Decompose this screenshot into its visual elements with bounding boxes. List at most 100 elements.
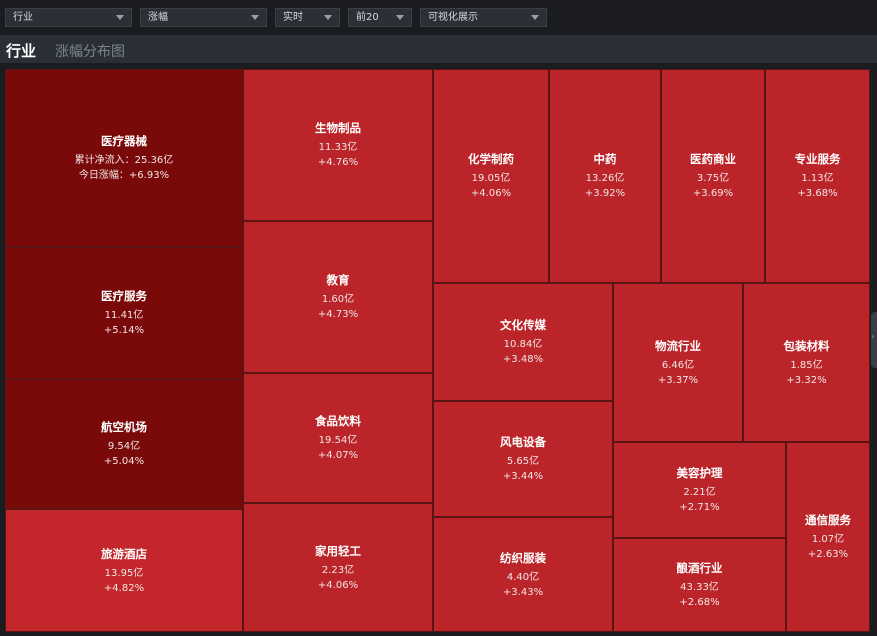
- cell-change: +3.48%: [502, 354, 544, 365]
- treemap-cell[interactable]: 航空机场 9.54亿 +5.04%: [5, 379, 243, 509]
- cell-change: +5.04%: [103, 456, 145, 467]
- cell-change: +4.73%: [317, 309, 359, 320]
- cell-name: 美容护理: [676, 466, 723, 480]
- category-select[interactable]: 行业: [5, 8, 132, 27]
- cell-name: 医疗服务: [101, 289, 147, 303]
- tab-bar: 行业 涨幅分布图: [0, 35, 877, 63]
- cell-inflow: 19.54亿: [318, 435, 358, 446]
- topn-select[interactable]: 前20: [348, 8, 412, 27]
- cell-change: +3.32%: [786, 374, 827, 386]
- cell-name: 纺织服装: [500, 550, 546, 565]
- cell-inflow: 1.07亿: [811, 534, 845, 545]
- cell-change: +2.71%: [679, 502, 720, 513]
- treemap-cell[interactable]: 旅游酒店 13.95亿 +4.82%: [5, 509, 243, 632]
- cell-inflow: 13.95亿: [104, 567, 144, 579]
- cell-inflow: 2.21亿: [683, 487, 716, 498]
- treemap-cell[interactable]: 教育 1.60亿 +4.73%: [243, 221, 433, 373]
- cell-inflow: 6.46亿: [661, 359, 695, 371]
- cell-inflow: 43.33亿: [680, 582, 719, 593]
- treemap-cell[interactable]: 酿酒行业 43.33亿 +2.68%: [613, 538, 786, 632]
- cell-inflow: 1.60亿: [321, 294, 355, 305]
- cell-name: 旅游酒店: [101, 546, 147, 561]
- treemap-cell[interactable]: 美容护理 2.21亿 +2.71%: [613, 442, 786, 538]
- cell-name: 化学制药: [468, 152, 514, 166]
- cell-name: 教育: [326, 273, 350, 287]
- tab-industry[interactable]: 行业: [6, 42, 37, 60]
- display-mode-select[interactable]: 可视化展示: [420, 8, 547, 27]
- cell-inflow: 9.54亿: [107, 441, 141, 452]
- cell-inflow: 5.65亿: [506, 456, 540, 467]
- treemap-cell[interactable]: 医药商业 3.75亿 +3.69%: [661, 69, 765, 283]
- treemap-cell[interactable]: 文化传媒 10.84亿 +3.48%: [433, 283, 613, 401]
- cell-inflow: 1.13亿: [801, 173, 834, 184]
- cell-change: +3.37%: [657, 374, 699, 386]
- cell-name: 航空机场: [101, 420, 147, 434]
- period-select[interactable]: 实时: [275, 8, 340, 27]
- cell-change: 今日涨幅：+6.93%: [78, 170, 170, 181]
- cell-name: 中药: [593, 152, 617, 166]
- category-select-value: 行业: [13, 12, 33, 23]
- cell-inflow: 13.26亿: [585, 173, 625, 184]
- treemap-cell[interactable]: 风电设备 5.65亿 +3.44%: [433, 401, 613, 517]
- cell-change: +4.76%: [317, 157, 359, 168]
- treemap-cell[interactable]: 纺织服装 4.40亿 +3.43%: [433, 517, 613, 632]
- cell-change: +4.07%: [317, 450, 359, 461]
- treemap-cell[interactable]: 化学制药 19.05亿 +4.06%: [433, 69, 549, 283]
- cell-name: 物流行业: [655, 338, 701, 353]
- topn-select-value: 前20: [356, 12, 379, 23]
- cell-name: 包装材料: [783, 338, 830, 353]
- cell-name: 医疗器械: [101, 134, 147, 148]
- cell-change: +3.68%: [797, 188, 838, 199]
- treemap-cell[interactable]: 物流行业 6.46亿 +3.37%: [613, 283, 743, 442]
- period-select-value: 实时: [283, 12, 303, 23]
- metric-select-value: 涨幅: [148, 12, 168, 23]
- cell-name: 生物制品: [315, 121, 361, 135]
- treemap-cell[interactable]: 生物制品 11.33亿 +4.76%: [243, 69, 433, 221]
- chevron-down-icon: [251, 15, 259, 20]
- treemap-cell-featured[interactable]: 医疗器械 累计净流入：25.36亿 今日涨幅：+6.93%: [5, 69, 243, 247]
- chevron-down-icon: [396, 15, 404, 20]
- treemap-cell[interactable]: 食品饮料 19.54亿 +4.07%: [243, 373, 433, 503]
- cell-name: 专业服务: [794, 152, 841, 166]
- cell-change: +5.14%: [103, 325, 145, 336]
- cell-change: +4.06%: [317, 579, 359, 591]
- cell-inflow: 4.40亿: [506, 571, 540, 583]
- cell-inflow: 19.05亿: [471, 173, 511, 184]
- treemap-cell[interactable]: 医疗服务 11.41亿 +5.14%: [5, 247, 243, 379]
- filter-bar: 行业 涨幅 实时 前20 可视化展示: [0, 0, 877, 35]
- chevron-right-icon: ›: [871, 332, 875, 341]
- cell-change: +2.68%: [679, 597, 720, 608]
- treemap-cell[interactable]: 中药 13.26亿 +3.92%: [549, 69, 661, 283]
- chevron-down-icon: [531, 15, 539, 20]
- cell-inflow: 3.75亿: [696, 173, 730, 184]
- cell-inflow: 10.84亿: [503, 339, 543, 350]
- cell-name: 酿酒行业: [676, 561, 723, 575]
- treemap-cell[interactable]: 通信服务 1.07亿 +2.63%: [786, 442, 870, 632]
- treemap: 医疗器械 累计净流入：25.36亿 今日涨幅：+6.93% 医疗服务 11.41…: [5, 69, 870, 632]
- metric-select[interactable]: 涨幅: [140, 8, 267, 27]
- tab-gain-distribution[interactable]: 涨幅分布图: [55, 44, 125, 60]
- chevron-down-icon: [324, 15, 332, 20]
- cell-name: 风电设备: [500, 435, 546, 449]
- cell-inflow: 11.33亿: [318, 142, 358, 153]
- cell-name: 食品饮料: [315, 414, 361, 428]
- display-mode-select-value: 可视化展示: [428, 12, 478, 23]
- cell-name: 文化传媒: [500, 318, 546, 332]
- treemap-cell[interactable]: 家用轻工 2.23亿 +4.06%: [243, 503, 433, 632]
- cell-change: +3.92%: [584, 188, 626, 199]
- treemap-cell[interactable]: 包装材料 1.85亿 +3.32%: [743, 283, 870, 442]
- treemap-cell[interactable]: 专业服务 1.13亿 +3.68%: [765, 69, 870, 283]
- cell-change: +3.44%: [502, 471, 544, 482]
- cell-inflow: 累计净流入：25.36亿: [74, 155, 174, 166]
- cell-inflow: 2.23亿: [321, 564, 355, 576]
- cell-change: +2.63%: [807, 549, 849, 560]
- cell-inflow: 1.85亿: [790, 359, 823, 371]
- side-panel-handle[interactable]: ›: [871, 312, 877, 368]
- cell-change: +4.06%: [470, 188, 512, 199]
- cell-change: +4.82%: [103, 582, 145, 594]
- cell-name: 通信服务: [805, 513, 851, 527]
- cell-change: +3.43%: [502, 586, 544, 598]
- cell-change: +3.69%: [692, 188, 734, 199]
- cell-name: 家用轻工: [315, 543, 361, 558]
- chevron-down-icon: [116, 15, 124, 20]
